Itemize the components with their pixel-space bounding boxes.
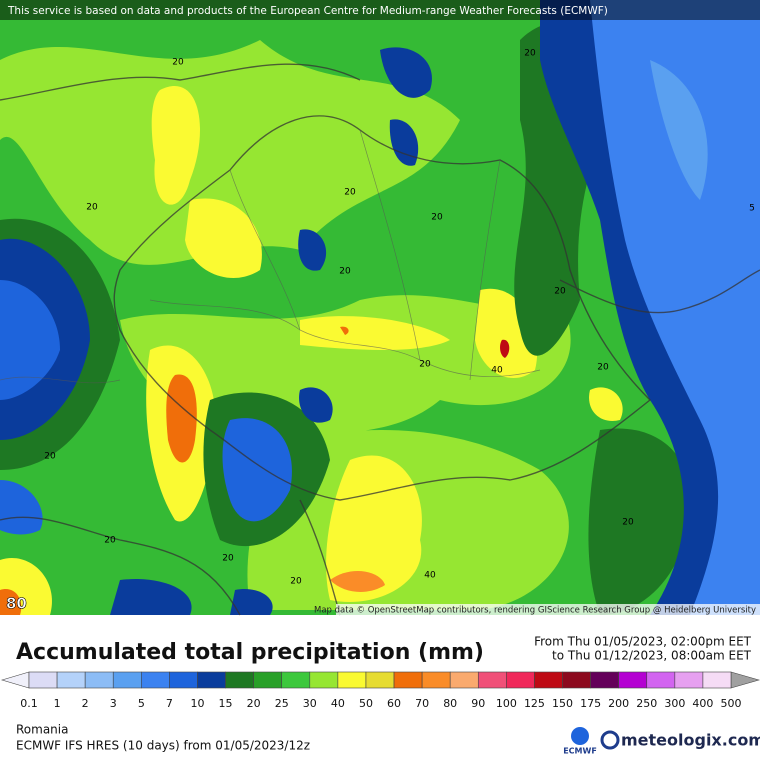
- color-label: 5: [138, 697, 145, 710]
- model-run: ECMWF IFS HRES (10 days) from 01/05/2023…: [16, 739, 310, 753]
- color-swatch: [281, 671, 311, 689]
- color-label: 25: [275, 697, 289, 710]
- color-label: 40: [331, 697, 345, 710]
- region: Romania: [16, 723, 68, 737]
- color-label: 50: [359, 697, 373, 710]
- color-label: 90: [471, 697, 485, 710]
- contour-label: 40: [424, 571, 436, 581]
- contour-label: 20: [104, 536, 116, 546]
- color-swatch: [84, 671, 114, 689]
- color-swatch: [562, 671, 591, 689]
- contour-label: 20: [44, 452, 56, 462]
- attribution: Map data © OpenStreetMap contributors, r…: [314, 606, 756, 616]
- color-swatch: [618, 671, 648, 689]
- color-swatch: [141, 671, 170, 689]
- color-swatch: [421, 671, 451, 689]
- color-label: 10: [190, 697, 204, 710]
- color-label: 60: [387, 697, 401, 710]
- color-label: 30: [303, 697, 317, 710]
- color-swatch: [702, 671, 732, 689]
- color-label: 175: [580, 697, 601, 710]
- contour-label: 20: [622, 518, 634, 528]
- color-swatch: [646, 671, 676, 689]
- color-swatch: [253, 671, 283, 689]
- legend-title: Accumulated total precipitation (mm): [16, 640, 484, 665]
- colorbar: 0.1 1 2 3 5 7 10 15 20 25 30 40 50 60 70 80 90 100 125 150 1…: [0, 671, 760, 710]
- color-label: 400: [692, 697, 713, 710]
- contour-label: 20: [597, 363, 609, 373]
- time-to: to Thu 01/12/2023, 08:00am EET: [552, 649, 752, 663]
- contour-label: 20: [290, 577, 302, 587]
- color-label: 125: [524, 697, 545, 710]
- color-swatch: [449, 671, 479, 689]
- color-label: 150: [552, 697, 573, 710]
- color-swatch: [112, 671, 142, 689]
- color-label: 200: [608, 697, 629, 710]
- color-swatch: [590, 671, 619, 689]
- color-swatch: [337, 671, 367, 689]
- contour-label: 20: [524, 49, 536, 59]
- color-label: 0.1: [20, 697, 38, 710]
- contour-labels: 20 20 20 20 20 20 20 20 20 40 20 20 20 20 40 20 5: [44, 49, 755, 587]
- color-swatch: [393, 671, 423, 689]
- corner-label: 80: [6, 595, 27, 613]
- color-label: 15: [219, 697, 233, 710]
- ecmwf-logo-text: ECMWF: [563, 747, 597, 756]
- color-swatch: [477, 671, 507, 689]
- color-swatch: [674, 671, 704, 689]
- color-label: 2: [82, 697, 89, 710]
- time-from: From Thu 01/05/2023, 02:00pm EET: [534, 635, 752, 649]
- color-label: 20: [247, 697, 261, 710]
- color-label: 1: [54, 697, 61, 710]
- map: 20 20 20 20 20 20 20 20 20 40 20 20 20 20 40 20 5 This s…: [0, 0, 760, 616]
- color-label: 7: [166, 697, 173, 710]
- contour-label: 20: [172, 58, 184, 68]
- contour-label: 20: [86, 203, 98, 213]
- contour-label: 5: [749, 204, 755, 214]
- color-label: 500: [721, 697, 742, 710]
- color-swatch: [169, 671, 198, 689]
- color-label: 250: [636, 697, 657, 710]
- contour-label: 20: [339, 267, 351, 277]
- contour-label: 20: [222, 554, 234, 564]
- color-swatch: [534, 671, 563, 689]
- color-swatch: [506, 671, 535, 689]
- color-label: 100: [496, 697, 517, 710]
- color-swatch: [28, 671, 58, 689]
- contour-label: 20: [419, 360, 431, 370]
- contour-label: 20: [344, 188, 356, 198]
- color-label: 3: [110, 697, 117, 710]
- color-swatch: [197, 671, 226, 689]
- color-swatch: [365, 671, 395, 689]
- notice: This service is based on data and produc…: [7, 5, 608, 17]
- contour-label: 40: [491, 366, 503, 376]
- color-swatch: [309, 671, 339, 689]
- color-label: 70: [415, 697, 429, 710]
- color-swatch: [56, 671, 86, 689]
- ecmwf-logo: ECMWF: [563, 727, 597, 756]
- brand: meteologix.com: [621, 731, 760, 750]
- color-label: 300: [664, 697, 685, 710]
- brand-logo: meteologix.com: [600, 730, 760, 750]
- contour-label: 20: [431, 213, 443, 223]
- contour-label: 20: [554, 287, 566, 297]
- color-label: 80: [443, 697, 457, 710]
- color-swatch: [225, 671, 254, 689]
